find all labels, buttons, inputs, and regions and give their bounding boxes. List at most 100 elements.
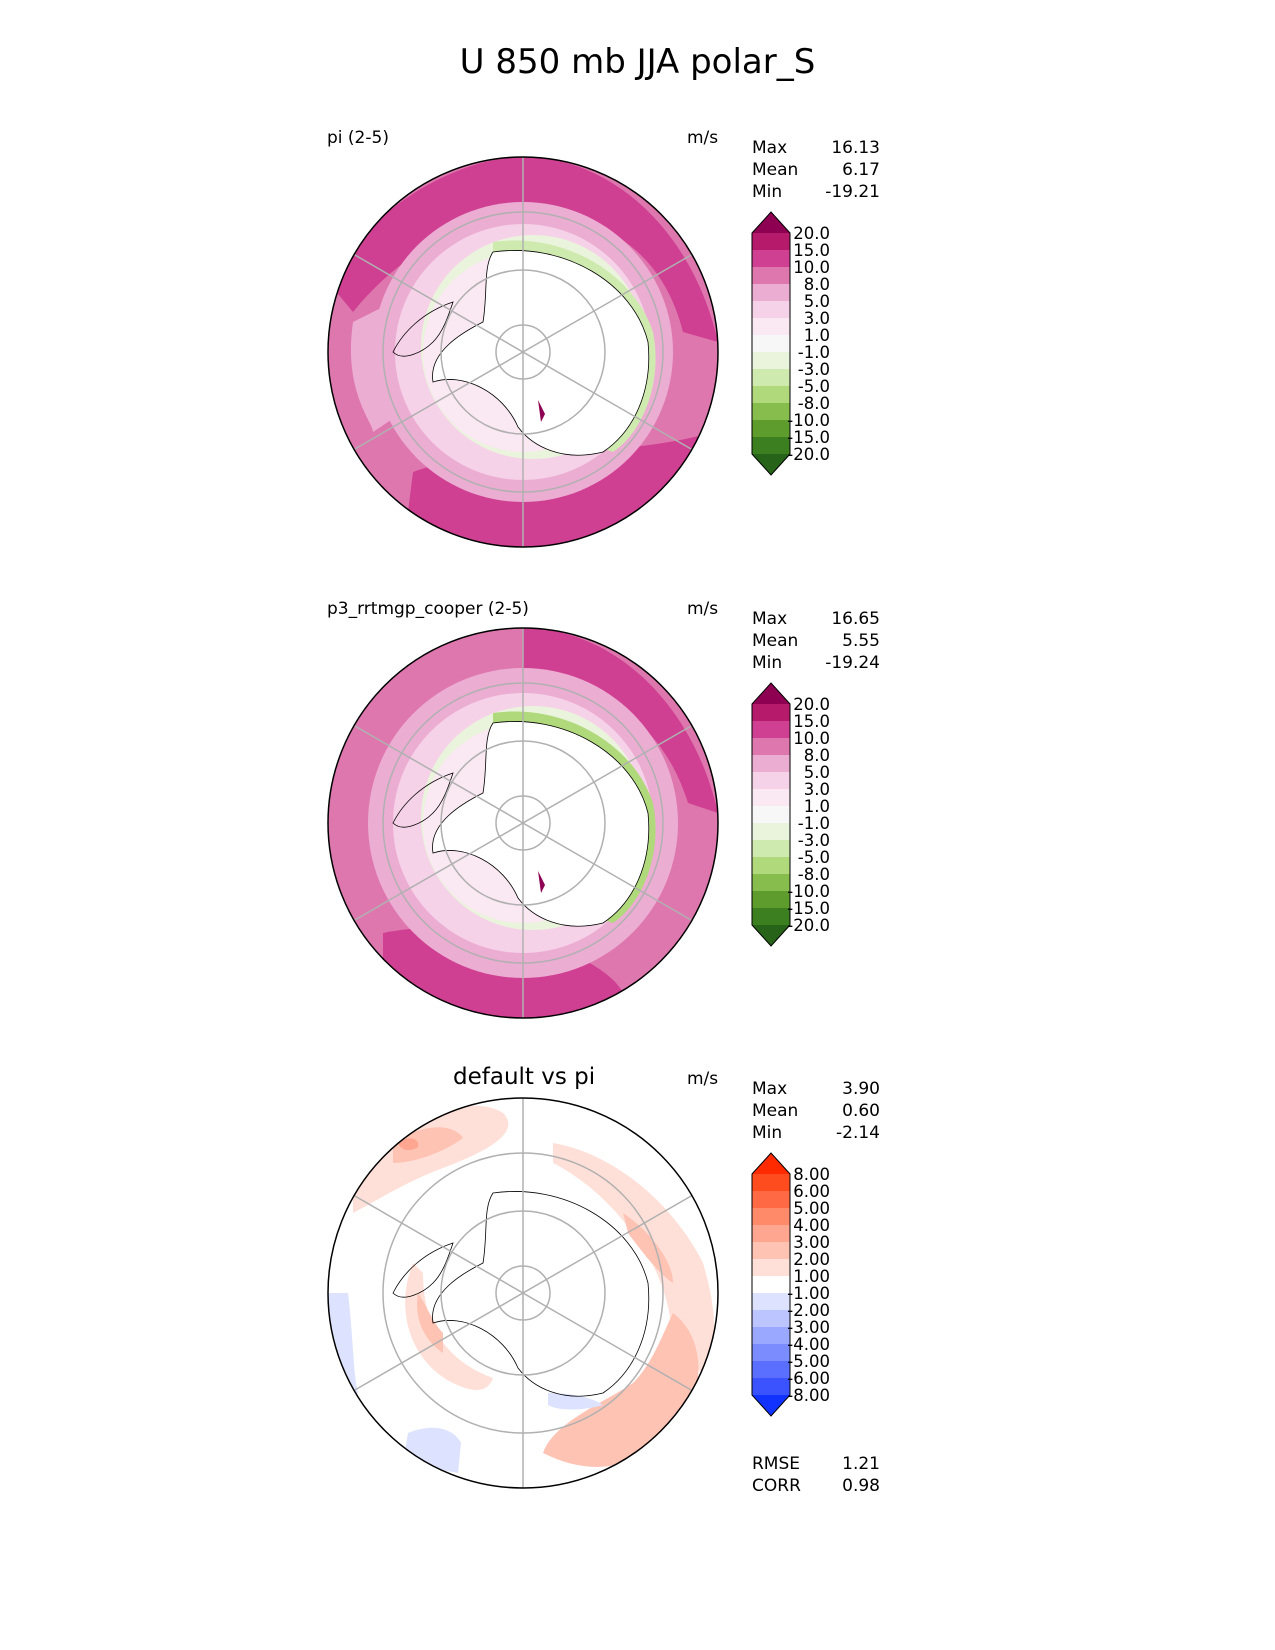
colorbar-segment (752, 823, 790, 841)
colorbar-segment (752, 1310, 790, 1328)
colorbar-segment (752, 369, 790, 387)
colorbar-segment (752, 1242, 790, 1260)
panel1-label: pi (2-5) (327, 128, 389, 148)
colorbar-tick-label: 2.00 (793, 1250, 830, 1269)
colorbar-tick-label: 10.0 (793, 258, 830, 277)
stat-mean-value: 5.55 (842, 631, 880, 651)
colorbar-tick-label: 1.0 (804, 797, 830, 816)
colorbar-segment (752, 925, 790, 946)
colorbar-segment (752, 1344, 790, 1362)
colorbar-segment (752, 772, 790, 790)
colorbar-segment (752, 908, 790, 926)
colorbar-tick-label: -3.0 (798, 831, 830, 850)
colorbar-tick-label: -3.00 (787, 1318, 830, 1337)
colorbar-tick-label: -10.0 (787, 882, 830, 901)
colorbar-tick-label: -1.0 (798, 343, 830, 362)
colorbar-tick-label: -20.0 (787, 916, 830, 935)
colorbar-tick-label: -8.0 (798, 394, 830, 413)
colorbar-tick-label: -5.00 (787, 1352, 830, 1371)
colorbar-segment (752, 437, 790, 455)
colorbar-tick-label: 3.00 (793, 1233, 830, 1252)
stat-mean-value: 6.17 (842, 160, 880, 180)
stat-max-label: Max (752, 609, 788, 629)
colorbar-segment (752, 738, 790, 756)
colorbar-segment (752, 403, 790, 421)
colorbar-segment (752, 1361, 790, 1379)
colorbar-segment (752, 301, 790, 319)
colorbar-segment (752, 721, 790, 739)
colorbar-tick-label: -5.0 (798, 848, 830, 867)
stat-max-value: 16.13 (831, 138, 880, 158)
colorbar-tick-label: 20.0 (793, 224, 830, 243)
colorbar-tick-label: -8.0 (798, 865, 830, 884)
panel2-stats: Max 16.65 Mean 5.55 Min -19.24 (752, 608, 880, 674)
colorbar-segment (752, 318, 790, 336)
colorbar-tick-label: 5.00 (793, 1199, 830, 1218)
colorbar-tick-label: 8.00 (793, 1165, 830, 1184)
colorbar-segment (752, 891, 790, 909)
colorbar-tick-label: 1.0 (804, 326, 830, 345)
colorbar-tick-label: -10.0 (787, 411, 830, 430)
stat-corr-value: 0.98 (842, 1476, 880, 1496)
panel2-units: m/s (687, 599, 719, 619)
colorbar-segment (752, 704, 790, 722)
colorbar-segment (752, 840, 790, 858)
colorbar-tick-label: 15.0 (793, 241, 830, 260)
panel3-stats: Max 3.90 Mean 0.60 Min -2.14 (752, 1078, 880, 1144)
colorbar-segment (752, 420, 790, 438)
colorbar-tick-label: 3.0 (804, 309, 830, 328)
colorbar-outline (751, 682, 791, 947)
stat-rmse-value: 1.21 (842, 1454, 880, 1474)
panel1-stats: Max 16.13 Mean 6.17 Min -19.21 (752, 137, 880, 203)
colorbar-segment (752, 212, 790, 233)
stat-min-label: Min (752, 1123, 783, 1143)
stat-min-value: -19.21 (825, 182, 880, 202)
colorbar-segment (752, 352, 790, 370)
panel1-units: m/s (687, 128, 719, 148)
colorbar-tick-label: -15.0 (787, 428, 830, 447)
colorbar-tick-label: 8.0 (804, 746, 830, 765)
colorbar-tick-label: 20.0 (793, 695, 830, 714)
colorbar-tick-label: -8.00 (787, 1386, 830, 1405)
stat-max-label: Max (752, 1079, 788, 1099)
colorbar-segment (752, 1191, 790, 1209)
colorbar-tick-label: 5.0 (804, 292, 830, 311)
stat-mean-value: 0.60 (842, 1101, 880, 1121)
stat-min-value: -2.14 (836, 1123, 880, 1143)
panel3-extra-stats: RMSE 1.21 CORR 0.98 (752, 1453, 880, 1497)
stat-mean-label: Mean (752, 1101, 799, 1121)
colorbar-segment (752, 1395, 790, 1416)
colorbar-tick-label: 15.0 (793, 712, 830, 731)
colorbar-tick-label: 8.0 (804, 275, 830, 294)
colorbar-segment (752, 1276, 790, 1294)
colorbar-outline (751, 211, 791, 476)
colorbar-tick-label: -15.0 (787, 899, 830, 918)
stat-max-label: Max (752, 138, 788, 158)
panel3-title: default vs pi (453, 1064, 596, 1090)
colorbar-tick-label: 4.00 (793, 1216, 830, 1235)
colorbar-segment (752, 683, 790, 704)
colorbar-tick-label: -3.0 (798, 360, 830, 379)
stat-min-value: -19.24 (825, 653, 880, 673)
colorbar-tick-label: 6.00 (793, 1182, 830, 1201)
colorbar-tick-label: -1.0 (798, 814, 830, 833)
colorbar-segment (752, 755, 790, 773)
colorbar-segment (752, 1378, 790, 1396)
colorbar-tick-label: -4.00 (787, 1335, 830, 1354)
colorbar-segment (752, 789, 790, 807)
stat-mean-label: Mean (752, 160, 799, 180)
colorbar-segment (752, 386, 790, 404)
colorbar-tick-label: 3.0 (804, 780, 830, 799)
colorbar-tick-label: -2.00 (787, 1301, 830, 1320)
colorbar-segment (752, 1153, 790, 1174)
colorbar-segment (752, 1208, 790, 1226)
stat-max-value: 16.65 (831, 609, 880, 629)
figure-title: U 850 mb JJA polar_S (459, 42, 816, 82)
colorbar-segment (752, 1327, 790, 1345)
colorbar-segment (752, 250, 790, 268)
